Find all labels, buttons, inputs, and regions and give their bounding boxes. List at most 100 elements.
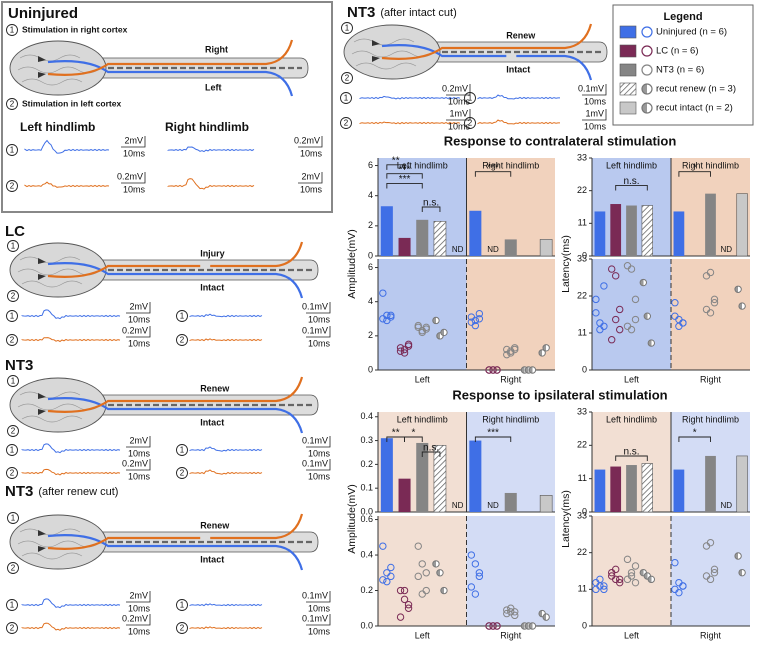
scale-bar (121, 172, 146, 184)
marker-label: 2 (11, 564, 16, 573)
data-point (511, 345, 519, 354)
tract-blue (47, 60, 294, 97)
legend-symbol (641, 102, 653, 114)
y-tick-label: 11 (578, 327, 587, 337)
legend-label: recut renew (n = 3) (656, 84, 736, 95)
data-point (616, 575, 624, 584)
data-point (538, 349, 546, 357)
stim-label: Stimulation in left cortex (22, 98, 121, 108)
significance-label: ** (392, 428, 400, 439)
section-title: Response to ipsilateral stimulation (452, 387, 667, 402)
brain (9, 242, 107, 298)
y-axis-label: Latency(ms) (560, 235, 572, 293)
data-point (471, 316, 480, 325)
significance-label: n.s. (423, 443, 439, 454)
tract-label: Intact (506, 64, 530, 74)
data-point (596, 325, 604, 334)
marker-circle (7, 240, 19, 252)
marker-label: 1 (345, 24, 350, 33)
marker-label: 2 (180, 336, 185, 345)
y-tick-label: 22 (577, 547, 587, 557)
group-header: Right hindlimb (682, 414, 739, 424)
data-point (387, 311, 395, 320)
bar (736, 455, 748, 513)
group-background (671, 516, 750, 626)
y-tick-label: 11 (578, 584, 587, 594)
y-tick-label: 33 (577, 152, 587, 162)
tract-orange (47, 513, 304, 550)
significance-label: *** (399, 174, 411, 185)
bar (380, 206, 393, 256)
scale-voltage: 0.2mV (442, 83, 468, 93)
scale-voltage: 0.2mV (294, 135, 320, 145)
scale-bar (446, 84, 471, 96)
marker-circle (176, 622, 188, 634)
trace (189, 446, 263, 452)
y-tick-label: 0.3 (360, 435, 373, 445)
tract-blue (47, 397, 304, 434)
legend-symbol (641, 83, 653, 95)
tract-label: Right (205, 44, 228, 54)
data-point (503, 606, 511, 614)
y-tick-label: 0.4 (360, 411, 373, 421)
group-header: Left hindlimb (606, 160, 657, 170)
scale-voltage: 0.1mV (302, 458, 328, 468)
group-header: Right hindlimb (482, 414, 539, 424)
arrow (38, 56, 46, 78)
trace (189, 469, 263, 475)
marker-label: 1 (180, 601, 185, 610)
data-point (528, 622, 537, 630)
marker-circle (7, 425, 19, 437)
limb-header: Left hindlimb (20, 120, 95, 134)
trace (189, 603, 263, 607)
scale-time: 10ms (123, 184, 146, 194)
x-tick-label: Left (624, 374, 640, 384)
group-background (671, 259, 750, 370)
trace (359, 95, 461, 100)
bar (705, 193, 716, 256)
significance-bracket (404, 436, 423, 442)
data-point (432, 316, 440, 325)
marker-circle (6, 98, 18, 110)
bar (705, 455, 716, 512)
scale-time: 10ms (300, 148, 323, 158)
tract-label: Renew (200, 383, 230, 393)
marker-label: 1 (10, 146, 15, 155)
y-tick-label: 0.6 (360, 514, 373, 524)
group-background (378, 259, 467, 370)
marker-label: 1 (180, 312, 185, 321)
panel-title: LC (5, 223, 25, 240)
y-axis-label: Amplitude(mV) (346, 484, 358, 553)
scale-voltage: 0.1mV (302, 435, 328, 445)
scale-voltage: 0.1mV (302, 590, 328, 600)
bar (416, 219, 429, 256)
data-point (596, 575, 604, 584)
marker-circle (176, 599, 188, 611)
nd-label: ND (487, 245, 499, 254)
data-point (706, 268, 715, 277)
marker-label: 2 (11, 427, 16, 436)
tract-orange (47, 376, 304, 413)
marker-label: 2 (10, 336, 15, 345)
group-background (378, 516, 467, 626)
trace (167, 146, 255, 153)
tract-blue (381, 44, 593, 81)
panel-title: Uninjured (8, 5, 78, 22)
scale-bar (446, 109, 471, 121)
x-tick-label: Right (700, 374, 722, 384)
marker-circle (341, 72, 353, 84)
bar (416, 442, 429, 512)
bar (380, 438, 393, 512)
data-point (404, 340, 413, 349)
marker-label: 1 (11, 242, 16, 251)
x-tick-label: Left (624, 630, 640, 640)
trace (477, 94, 560, 100)
data-point (706, 575, 715, 584)
scale-time: 10ms (300, 184, 323, 194)
y-tick-label: 22 (577, 440, 587, 450)
data-point (612, 272, 620, 280)
data-point (738, 568, 746, 577)
data-point (440, 328, 448, 337)
data-point (608, 265, 616, 273)
trace (189, 313, 263, 318)
